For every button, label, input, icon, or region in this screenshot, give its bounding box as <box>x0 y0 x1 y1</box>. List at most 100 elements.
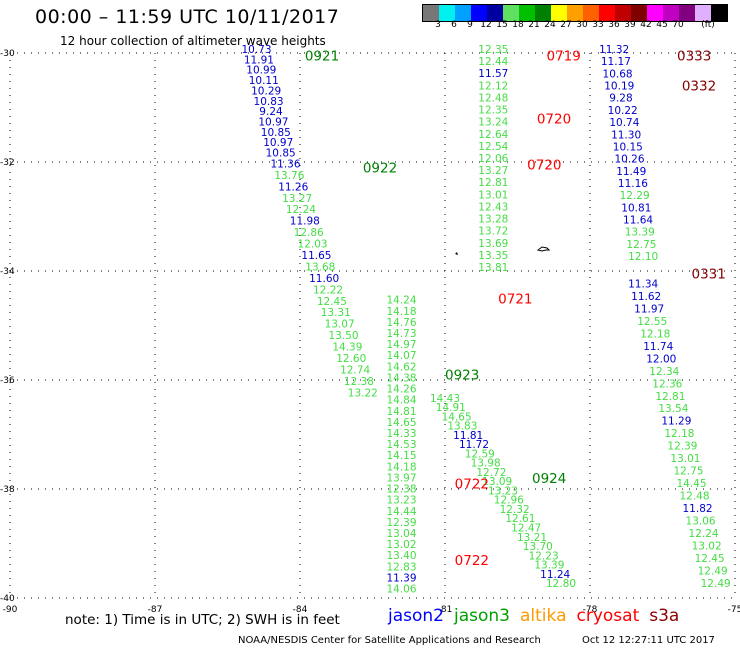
y-tick-label: -40 <box>0 594 15 604</box>
colorbar-swatch <box>423 5 439 21</box>
pass-time-label: 0721 <box>498 291 532 307</box>
colorbar-swatch <box>519 5 535 21</box>
wave-height-value: 13.22 <box>348 387 378 399</box>
colorbar-swatch <box>503 5 519 21</box>
y-tick-label: -30 <box>0 49 15 59</box>
colorbar-swatch <box>647 5 663 21</box>
colorbar-swatch <box>583 5 599 21</box>
wave-height-value: 10.81 <box>621 202 651 214</box>
wave-height-value: 13.68 <box>305 261 335 273</box>
wave-height-value: 12.39 <box>386 517 416 529</box>
wave-height-value: 10.83 <box>254 96 284 108</box>
pass-time-label: 0332 <box>682 79 716 95</box>
wave-height-value: 12.35 <box>478 44 508 56</box>
wave-height-value: 13.39 <box>534 560 564 572</box>
wave-height-value: 13.76 <box>274 170 304 182</box>
colorbar-swatch <box>455 5 471 21</box>
wave-height-value: 12.60 <box>336 353 366 365</box>
wave-height-value: 12.49 <box>698 566 728 578</box>
wave-height-value: 12.43 <box>478 201 508 213</box>
wave-height-value: 12.00 <box>646 353 676 365</box>
wave-height-value: 11.34 <box>628 278 658 290</box>
colorbar-swatch <box>711 5 727 21</box>
pass-time-label: 0924 <box>532 471 566 487</box>
colorbar-label: 18 <box>512 20 524 30</box>
colorbar-label: 27 <box>560 20 572 30</box>
wave-height-value: 14.06 <box>386 584 416 596</box>
y-tick-label: -34 <box>0 267 15 277</box>
wave-height-value: 11.81 <box>453 430 483 442</box>
wave-height-value: 14.39 <box>332 342 362 354</box>
colorbar-label: 12 <box>480 20 492 30</box>
colorbar-swatch <box>599 5 615 21</box>
wave-height-value: 11.49 <box>616 166 646 178</box>
x-tick-label: -81 <box>438 605 453 615</box>
colorbar-label: 36 <box>608 20 620 30</box>
wave-height-value: 10.74 <box>609 117 639 129</box>
wave-height-value: 11.36 <box>270 158 300 170</box>
wave-height-value: 11.74 <box>643 341 673 353</box>
wave-height-value: 10.19 <box>604 81 634 93</box>
wave-height-value: 11.17 <box>601 56 631 68</box>
wave-height-value: 12.35 <box>478 105 508 117</box>
wave-height-value: 12.96 <box>494 495 524 507</box>
wave-height-value: 13.09 <box>482 476 512 488</box>
wave-height-value: 11.97 <box>634 303 664 315</box>
wave-height-value: 13.07 <box>325 319 355 331</box>
colorbar-label: 42 <box>640 20 652 30</box>
wave-height-value: 10.99 <box>246 65 276 77</box>
wave-height-value: 12.38 <box>386 484 416 496</box>
wave-height-value: 10.68 <box>603 68 633 80</box>
pass-time-label: 0722 <box>455 553 489 569</box>
colorbar-swatch <box>471 5 487 21</box>
pass-time-label: 0720 <box>527 158 561 174</box>
pass-time-label: 0722 <box>455 477 489 493</box>
colorbar-swatch <box>567 5 583 21</box>
wave-height-value: 13.81 <box>478 262 508 274</box>
wave-height-value: 14.45 <box>676 478 706 490</box>
wave-height-value: 13.01 <box>670 453 700 465</box>
x-tick-label: -90 <box>3 605 18 615</box>
wave-height-value: 14.65 <box>442 411 472 423</box>
wave-height-value: 14.24 <box>386 295 416 307</box>
wave-height-value: 11.16 <box>618 178 648 190</box>
pass-time-label: 0923 <box>445 368 479 384</box>
wave-height-value: 11.60 <box>309 273 339 285</box>
wave-height-value: 12.44 <box>478 56 508 68</box>
wave-height-value: 12.45 <box>317 296 347 308</box>
colorbar-swatch <box>535 5 551 21</box>
colorbar-swatch <box>551 5 567 21</box>
wave-height-value: 12.49 <box>701 578 731 590</box>
wave-height-value: 10.26 <box>614 154 644 166</box>
wave-height-value: 12.12 <box>478 80 508 92</box>
colorbar-label: 3 <box>435 20 441 30</box>
wave-height-value: 12.18 <box>640 328 670 340</box>
wave-height-value: 11.30 <box>611 129 641 141</box>
wave-height-value: 14.18 <box>386 306 416 318</box>
colorbar-label: 6 <box>451 20 457 30</box>
wave-height-value: 10.22 <box>608 105 638 117</box>
wave-height-value: 12.10 <box>628 251 658 263</box>
wave-height-value: 13.02 <box>386 539 416 551</box>
wave-height-value: 14.07 <box>386 350 416 362</box>
wave-height-value: 11.57 <box>478 68 508 80</box>
page-subtitle: 12 hour collection of altimeter wave hei… <box>60 34 326 48</box>
wave-height-value: 11.91 <box>244 54 274 66</box>
colorbar-swatch <box>631 5 647 21</box>
wave-height-value: 13.27 <box>478 165 508 177</box>
wave-height-value: 10.29 <box>251 85 281 97</box>
islands <box>455 246 551 255</box>
wave-height-value: 13.28 <box>478 214 508 226</box>
y-tick-label: -36 <box>0 376 15 386</box>
pass-time-label: 0719 <box>547 49 581 65</box>
wave-height-value: 13.39 <box>625 227 655 239</box>
wave-height-value: 14.73 <box>386 328 416 340</box>
wave-height-value: 14.84 <box>386 395 416 407</box>
wave-height-value: 12.22 <box>313 284 343 296</box>
colorbar-swatch <box>663 5 679 21</box>
wave-height-value: 12.48 <box>478 92 508 104</box>
wave-height-value: 12.48 <box>679 491 709 503</box>
colorbar-swatch <box>487 5 503 21</box>
wave-height-value: 10.97 <box>258 116 288 128</box>
page-title: 00:00 – 11:59 UTC 10/11/2017 <box>35 6 340 28</box>
